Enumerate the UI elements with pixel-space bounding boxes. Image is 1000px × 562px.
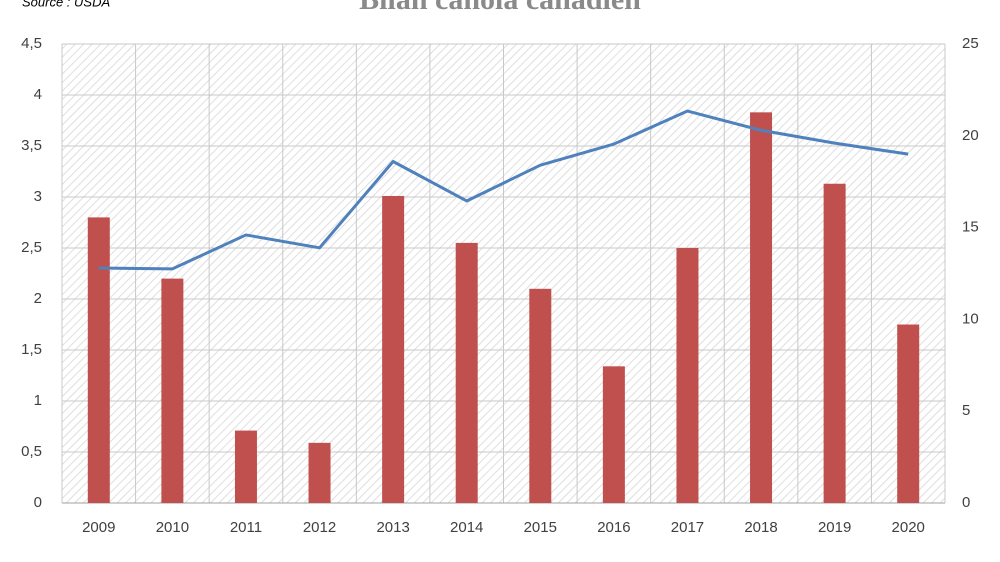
source: Source : USDA xyxy=(22,0,110,9)
x-tick-label: 2014 xyxy=(450,519,483,536)
x-tick-label: 2017 xyxy=(671,519,704,536)
x-tick-label: 2010 xyxy=(156,519,189,536)
y2-tick-label: 10 xyxy=(962,310,979,327)
bar xyxy=(161,278,184,503)
y-tick-label: 2,5 xyxy=(21,239,42,256)
chart-title: Bilan canola canadien xyxy=(359,0,641,16)
y-tick-label: 3,5 xyxy=(21,137,42,154)
x-tick-label: 2020 xyxy=(892,519,925,536)
y-tick-label: 3 xyxy=(34,188,42,205)
bar xyxy=(602,366,625,503)
bar xyxy=(234,430,257,503)
x-tick-label: 2018 xyxy=(744,519,777,536)
y-tick-label: 0 xyxy=(34,494,42,511)
bar xyxy=(750,112,773,503)
y2-tick-label: 25 xyxy=(962,35,979,52)
x-tick-label: 2013 xyxy=(376,519,409,536)
bar xyxy=(676,248,699,503)
bar xyxy=(455,242,478,503)
x-tick-label: 2012 xyxy=(303,519,336,536)
line xyxy=(98,109,909,271)
bar xyxy=(87,217,110,503)
bar xyxy=(382,195,405,504)
y-tick-label: 0,5 xyxy=(21,443,42,460)
x-tick-label: 2016 xyxy=(597,519,630,536)
x-tick-label: 2015 xyxy=(524,519,557,536)
bar xyxy=(529,288,552,503)
y2-tick-label: 15 xyxy=(962,219,979,236)
y-tick-label: 1 xyxy=(34,392,42,409)
x-tick-label: 2019 xyxy=(818,519,851,536)
bar xyxy=(308,442,331,503)
bar xyxy=(823,183,846,504)
x-tick-label: 2011 xyxy=(230,519,262,536)
y-tick-label: 1,5 xyxy=(21,341,42,358)
bar xyxy=(897,324,920,503)
y-tick-label: 2 xyxy=(34,290,42,307)
y-tick-label: 4,5 xyxy=(21,35,42,52)
y2-tick-label: 5 xyxy=(962,402,970,419)
x-tick-label: 2009 xyxy=(82,519,115,536)
y2-tick-label: 20 xyxy=(962,127,979,144)
y2-tick-label: 0 xyxy=(962,494,970,511)
y-tick-label: 4 xyxy=(34,86,42,103)
